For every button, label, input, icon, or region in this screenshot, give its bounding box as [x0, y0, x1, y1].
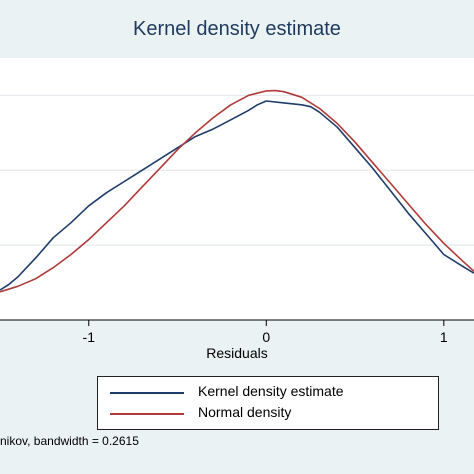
- x-tick-label-0: -1: [83, 329, 96, 345]
- legend-label-kde: Kernel density estimate: [198, 383, 344, 399]
- x-axis-label: Residuals: [206, 345, 268, 361]
- legend-label-normal: Normal density: [198, 404, 292, 420]
- legend-item-normal: Normal density: [110, 404, 430, 424]
- legend-swatch-normal: [110, 413, 184, 415]
- series-line-normal-density: [0, 89, 474, 293]
- chart-title: Kernel density estimate: [133, 18, 341, 40]
- legend: Kernel density estimate Normal density: [97, 376, 439, 430]
- bandwidth-note: nikov, bandwidth = 0.2615: [0, 434, 139, 448]
- legend-swatch-kde: [110, 392, 184, 394]
- legend-item-kde: Kernel density estimate: [110, 383, 430, 403]
- series-line-kernel-density: [0, 100, 474, 291]
- x-tick-label-1: 0: [262, 329, 270, 345]
- x-tick-label-2: 1: [440, 329, 448, 345]
